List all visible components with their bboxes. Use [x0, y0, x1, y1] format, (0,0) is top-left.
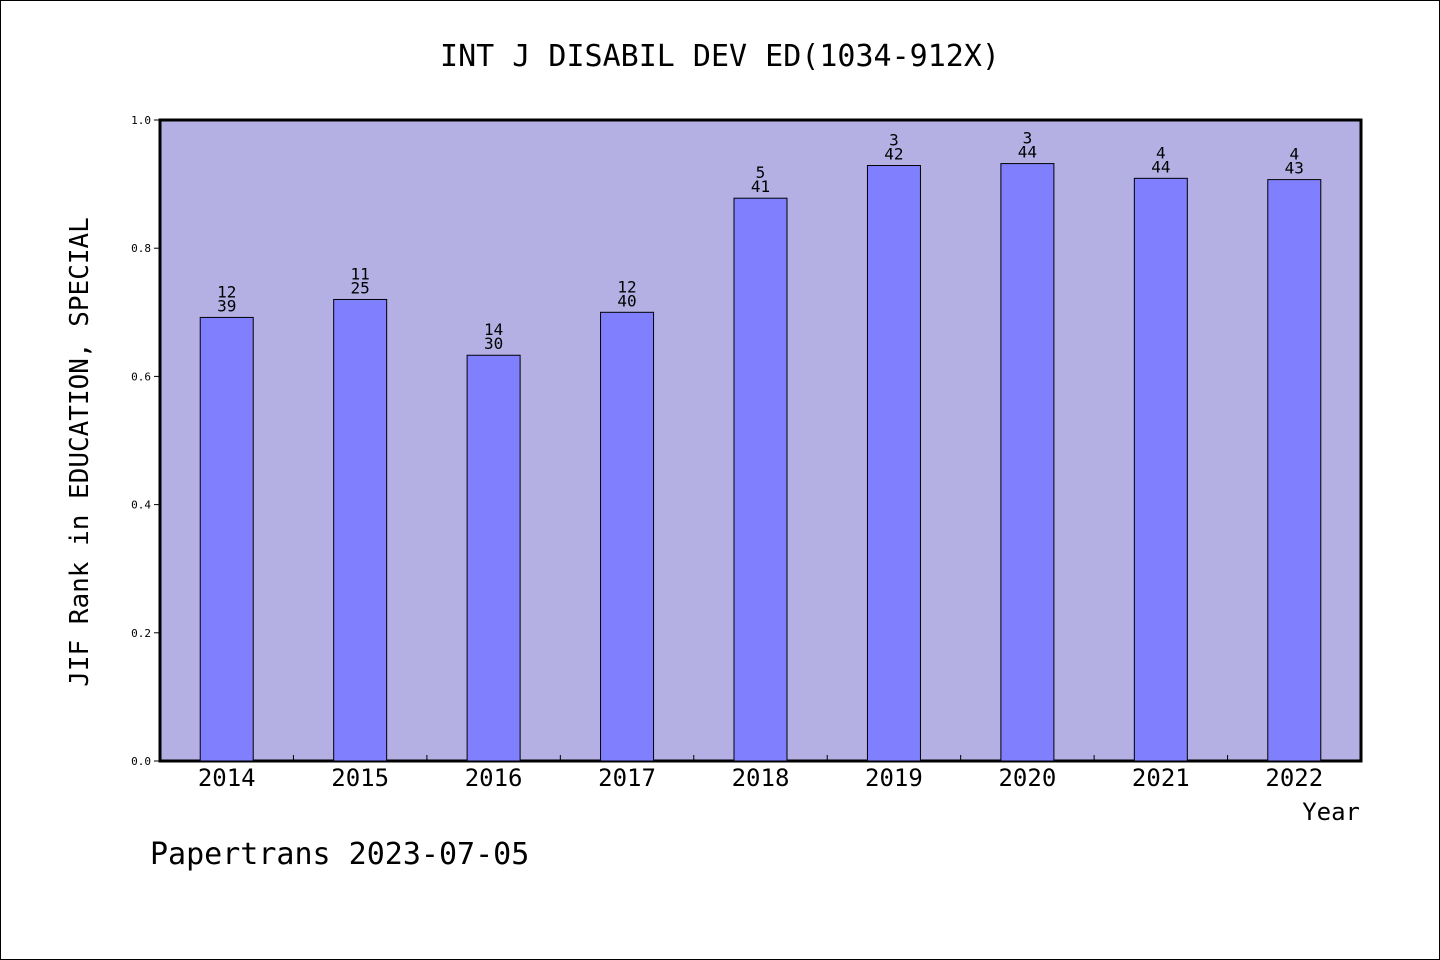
- bar-2019: [866, 165, 921, 762]
- x-tick-label-2015: 2015: [331, 764, 389, 792]
- total-label-2020: 44: [1018, 143, 1037, 162]
- x-tick-label-2022: 2022: [1265, 764, 1323, 792]
- rank-label-2016: 14: [484, 320, 503, 339]
- rank-label-2015: 11: [351, 264, 370, 283]
- x-tick-label-2014: 2014: [198, 764, 256, 792]
- y-tick-label: 0.6: [131, 370, 151, 383]
- y-tick-label: 0.8: [131, 242, 151, 255]
- rank-label-2019: 3: [889, 131, 899, 150]
- x-tick-label-2020: 2020: [998, 764, 1056, 792]
- x-tick-label-2019: 2019: [865, 764, 923, 792]
- bar-2022: [1267, 179, 1322, 762]
- total-label-2022: 43: [1285, 159, 1304, 178]
- bar-2014: [199, 316, 254, 762]
- total-label-2016: 30: [484, 334, 503, 353]
- total-label-2021: 44: [1151, 157, 1170, 176]
- total-label-2017: 40: [617, 291, 636, 310]
- bar-2016: [466, 354, 521, 762]
- y-axis-label: JIF Rank in EDUCATION, SPECIAL: [65, 217, 95, 687]
- bars-group: [199, 163, 1322, 762]
- total-label-2015: 25: [351, 278, 370, 297]
- rank-label-2017: 12: [617, 277, 636, 296]
- x-tick-label-2017: 2017: [598, 764, 656, 792]
- rank-label-2020: 3: [1023, 129, 1033, 148]
- rank-label-2014: 12: [217, 282, 236, 301]
- x-tick-label-2016: 2016: [465, 764, 523, 792]
- y-tick-label: 0.4: [131, 499, 151, 512]
- x-tick-label-2021: 2021: [1132, 764, 1190, 792]
- y-tick-label: 0.2: [131, 627, 151, 640]
- rank-label-2022: 4: [1289, 145, 1299, 164]
- y-tick-label: 1.0: [131, 114, 151, 127]
- y-axis-ticks: 0.0 0.2 0.4 0.6 0.8 1.0: [131, 114, 160, 768]
- y-tick-label: 0.0: [131, 755, 151, 768]
- chart-title: INT J DISABIL DEV ED(1034-912X): [440, 39, 1000, 74]
- rank-label-2018: 5: [756, 163, 766, 182]
- rank-label-2021: 4: [1156, 143, 1166, 162]
- bar-2020: [1000, 163, 1055, 762]
- x-axis-ticks: 2014 2015 2016 2017 2018 2019 2020 2021 2022: [198, 755, 1323, 792]
- x-tick-label-2018: 2018: [732, 764, 790, 792]
- bar-2015: [333, 298, 388, 762]
- total-label-2018: 41: [751, 177, 770, 196]
- x-axis-label: Year: [1302, 798, 1360, 826]
- bar-2018: [733, 197, 788, 762]
- footer-credit: Papertrans 2023-07-05: [150, 837, 529, 872]
- total-label-2019: 42: [884, 145, 903, 164]
- bar-2017: [600, 311, 655, 762]
- bar-2021: [1133, 177, 1188, 762]
- total-label-2014: 39: [217, 296, 236, 315]
